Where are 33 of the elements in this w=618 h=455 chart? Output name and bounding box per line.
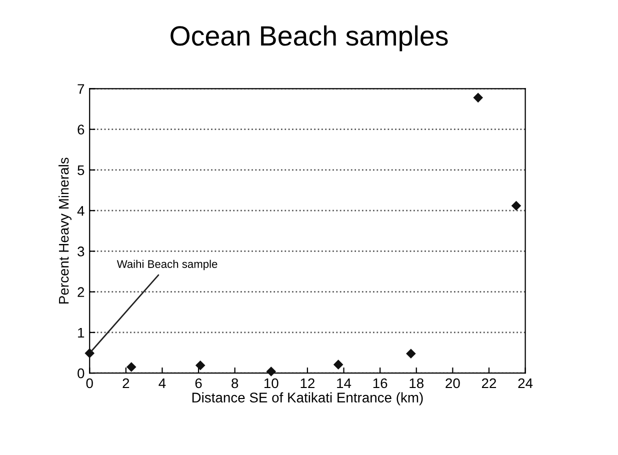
x-tick-label: 10 xyxy=(264,378,278,388)
point xyxy=(126,362,136,372)
point xyxy=(512,201,521,210)
x-tick-label: 14 xyxy=(337,378,352,388)
y-tick-label: 6 xyxy=(78,124,84,135)
y-tick-label: 7 xyxy=(78,84,84,94)
x-tick-label: 24 xyxy=(518,378,533,388)
x-tick-label: 22 xyxy=(482,378,496,388)
point xyxy=(266,366,276,376)
x-tick-label: 18 xyxy=(410,378,424,388)
y-tick-label: 2 xyxy=(78,287,84,297)
x-axis-title: Distance SE of Katikati Entrance (km) xyxy=(192,392,423,406)
y-axis-title: Percent Heavy Minerals xyxy=(58,158,72,304)
y-tick-label: 0 xyxy=(78,368,84,378)
x-tick-label: 16 xyxy=(373,378,388,388)
point xyxy=(196,360,205,370)
x-tick-label: 2 xyxy=(122,378,130,388)
x-tick-label: 6 xyxy=(195,378,202,388)
y-tick-label: 4 xyxy=(77,206,84,216)
y-tick-label: 1 xyxy=(78,328,84,338)
chart-title: Ocean Beach samples xyxy=(170,25,448,52)
y-tick-label: 5 xyxy=(78,165,84,176)
x-tick-label: 4 xyxy=(158,378,166,388)
annotation: Waihi Beach sample xyxy=(116,260,218,270)
x-tick-label: 8 xyxy=(232,378,238,388)
x-tick-label: 20 xyxy=(446,378,460,388)
point xyxy=(406,348,416,358)
x-tick-label: 12 xyxy=(300,378,314,388)
point xyxy=(84,348,94,358)
y-tick-label: 3 xyxy=(78,246,84,256)
point xyxy=(473,93,483,102)
point xyxy=(334,360,343,370)
x-tick-label: 0 xyxy=(86,378,93,388)
